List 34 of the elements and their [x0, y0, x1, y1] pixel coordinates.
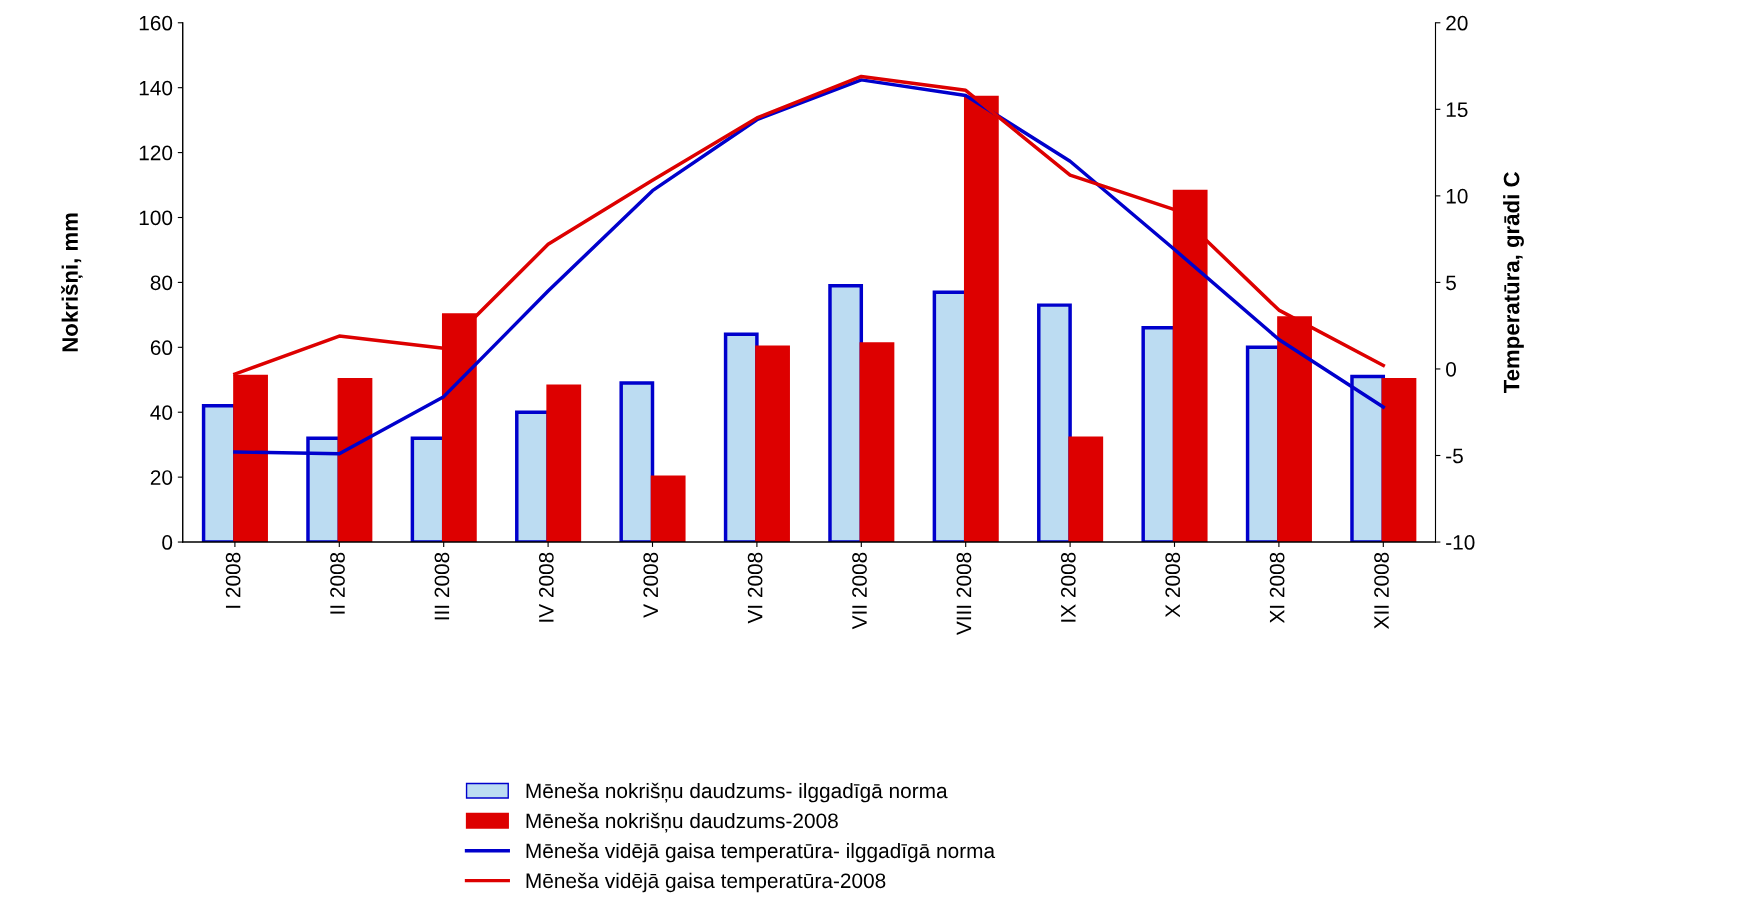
y-tick-label: 140: [139, 80, 173, 96]
y-tick-label: 0: [162, 535, 173, 550]
y-tick-label: 40: [150, 405, 173, 420]
x-tick-label: V 2008: [643, 552, 659, 618]
x-tick-label: XII 2008: [1374, 552, 1389, 629]
x-tick-label: X 2008: [1165, 552, 1181, 618]
y2-tick-label: -10: [1446, 535, 1475, 550]
y2-axis-title: Temperatūra, grādi C: [1503, 172, 1524, 394]
legend-label: Mēneša nokrišņu daudzums-2008: [526, 812, 838, 833]
y-tick-label: 120: [139, 145, 173, 161]
x-tick-label: III 2008: [434, 552, 450, 620]
x-tick-label: IV 2008: [538, 552, 554, 622]
x-tick-label: VIII 2008: [956, 552, 972, 636]
x-tick-label: VI 2008: [747, 552, 763, 624]
y-tick-label: 20: [150, 470, 173, 485]
y-tick-label: 100: [139, 210, 173, 226]
x-tick-label: II 2008: [330, 552, 345, 614]
y2-tick-label: 10: [1446, 188, 1468, 204]
y2-tick-label: 20: [1446, 15, 1468, 31]
y2-tick-label: -5: [1446, 448, 1463, 464]
y-axis-title: Nokrišņi, mm: [61, 213, 83, 352]
x-tick-label: XI 2008: [1269, 552, 1285, 624]
x-tick-label: IX 2008: [1060, 552, 1076, 622]
y-tick-label: 160: [139, 15, 173, 31]
y-tick-label: 80: [150, 275, 173, 291]
y2-tick-label: 5: [1446, 275, 1456, 291]
x-tick-label: VII 2008: [852, 552, 867, 630]
legend-label: Mēneša nokrišņu daudzums- ilggadīgā norma: [526, 782, 948, 803]
y2-tick-label: 15: [1446, 102, 1468, 118]
y2-tick-label: 0: [1446, 361, 1456, 377]
legend-label: Mēneša vidējā gaisa temperatūra- ilggadīgā norma: [526, 842, 996, 863]
legend-label: Mēneša vidējā gaisa temperatūra-2008: [526, 872, 886, 893]
x-tick-label: I 2008: [225, 552, 241, 608]
y-tick-label: 60: [150, 340, 173, 356]
